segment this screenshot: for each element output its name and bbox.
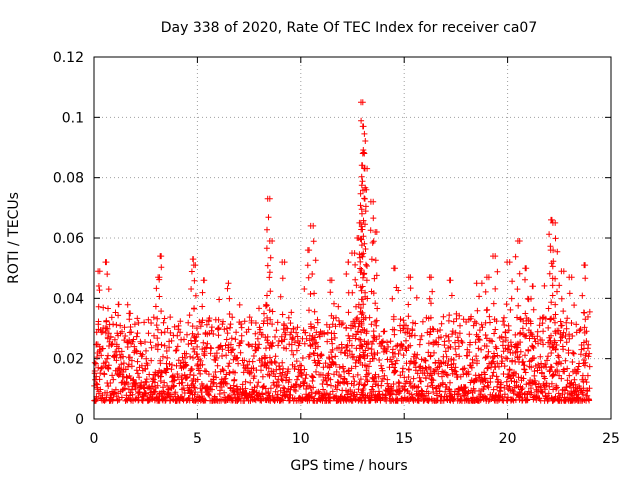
x-tick-label: 15 [395, 431, 413, 447]
chart-title: Day 338 of 2020, Rate Of TEC Index for r… [161, 20, 537, 36]
x-tick-label: 20 [499, 431, 517, 447]
y-tick-label: 0.1 [62, 110, 84, 126]
x-tick-label: 25 [602, 431, 620, 447]
y-tick-label: 0.04 [53, 291, 84, 307]
y-tick-label: 0.08 [53, 171, 84, 187]
plot-frame [93, 56, 612, 420]
y-tick-label: 0 [75, 412, 84, 428]
x-tick-label: 10 [292, 431, 310, 447]
grid [94, 57, 611, 419]
y-axis-label: ROTI / TECUs [6, 192, 22, 284]
y-tick-label: 0.02 [53, 352, 84, 368]
x-axis-label: GPS time / hours [290, 458, 407, 474]
y-tick-label: 0.06 [53, 231, 84, 247]
x-tick-label: 0 [90, 431, 99, 447]
y-tick-label: 0.12 [53, 50, 84, 66]
x-tick-label: 5 [193, 431, 202, 447]
